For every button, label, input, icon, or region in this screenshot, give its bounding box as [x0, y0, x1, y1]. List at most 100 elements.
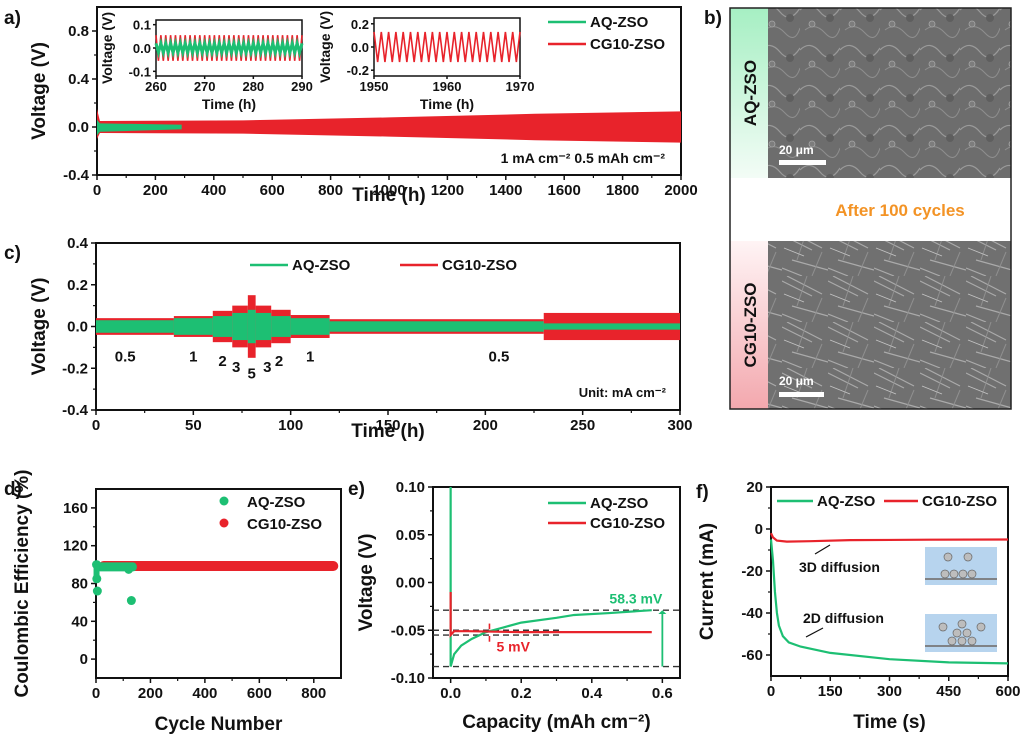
atom-icon	[938, 622, 948, 632]
panel-label-d: d)	[4, 479, 22, 500]
aq-zso-legend-label: AQ-ZSO	[292, 257, 351, 274]
x-tick-label: 300	[877, 683, 902, 700]
sem-image-cg10-zso	[768, 241, 1011, 409]
y-tick-label: 0.8	[68, 23, 89, 40]
aq-zso-segment	[96, 320, 174, 333]
x-tick-label: 0.2	[511, 685, 532, 702]
aq-zso-legend-label: AQ-ZSO	[817, 493, 876, 510]
sem-image-aq-zso	[768, 8, 1011, 178]
x-tick-label: 290	[291, 79, 313, 94]
x-tick-label: 1200	[431, 182, 464, 199]
y-tick-label: -0.4	[63, 167, 90, 184]
rate-label: 3	[263, 359, 271, 376]
y-tick-label: -20	[741, 563, 763, 580]
atom-icon	[957, 619, 967, 629]
x-tick-label: 1960	[433, 79, 462, 94]
y-tick-label: 20	[746, 479, 763, 496]
cg10-zso-legend-label: CG10-ZSO	[590, 515, 665, 532]
aq-zso-image-label: AQ-ZSO	[741, 60, 760, 126]
panel-c: c) 0 50 100 150 200 250 300 -0.4 -0.2 0.0 0.2 0.4 Tim…	[4, 235, 693, 442]
rate-label: 0.5	[489, 349, 510, 366]
y-tick-label: -60	[741, 647, 763, 664]
atom-icon	[967, 569, 977, 579]
cg10-zso-points	[98, 561, 339, 572]
x-tick-label: 0	[92, 685, 100, 702]
cg10-zso-image-label: CG10-ZSO	[741, 282, 760, 367]
arrow-2d-diffusion	[805, 627, 824, 638]
cg10-zso-band	[97, 109, 681, 143]
aq-zso-point	[92, 586, 102, 596]
x-tick-label: 0	[93, 182, 101, 199]
y-tick-label: 0.1	[133, 18, 151, 33]
aq-zso-legend-marker	[219, 496, 229, 506]
x-tick-label: 1600	[548, 182, 581, 199]
y-tick-label: 0.4	[68, 71, 90, 88]
atom-icon	[967, 636, 977, 646]
x-tick-label: 0.6	[652, 685, 673, 702]
panel-d: d) 0 200 400 600 800 0 40 80 120 160 Cycle Number Co…	[4, 469, 342, 735]
arrow-head-aq	[658, 610, 667, 615]
y-axis-title: Current (mA)	[697, 523, 718, 640]
x-tick-label: 1800	[606, 182, 639, 199]
rate-label: 0.5	[115, 349, 136, 366]
aq-zso-segment	[255, 312, 272, 341]
x-tick-label: 1000	[372, 182, 405, 199]
y-axis-title: Voltage (V)	[29, 278, 50, 376]
x-tick-label: 250	[570, 417, 595, 434]
aq-zso-segment	[173, 318, 213, 335]
x-axis-title: Capacity (mAh cm⁻²)	[462, 712, 650, 733]
atom-icon	[940, 569, 950, 579]
y-tick-label: 120	[63, 538, 88, 555]
aq-zso-legend-label: AQ-ZSO	[247, 494, 306, 511]
aq-zso-legend-label: AQ-ZSO	[590, 14, 649, 31]
inset-bg	[374, 18, 520, 76]
x-tick-label: 200	[138, 685, 163, 702]
aq-zso-inset-line	[154, 37, 304, 59]
x-tick-label: 0	[767, 683, 775, 700]
cg10-zso-inset-line	[373, 31, 521, 63]
aq-zso-segment	[232, 312, 248, 341]
panel-a: a) 0 200 400 600 800 1000 1200 1400 1600 1800 2000 -…	[4, 6, 698, 206]
y-tick-label: -0.2	[347, 63, 369, 78]
after-cycles-label: After 100 cycles	[835, 201, 964, 220]
rate-label: 5	[248, 365, 256, 382]
y-axis-title: Voltage (V)	[317, 11, 333, 83]
x-tick-label: 600	[260, 182, 285, 199]
schematic-2d-diffusion	[925, 614, 997, 652]
x-tick-label: 300	[667, 417, 692, 434]
atom-icon	[962, 628, 972, 638]
atom-icon	[958, 569, 968, 579]
x-tick-label: 400	[201, 182, 226, 199]
y-tick-label: 0.0	[351, 40, 369, 55]
aq-zso-segment	[329, 321, 544, 332]
x-axis-title: Time (h)	[352, 185, 426, 206]
x-tick-label: 450	[936, 683, 961, 700]
annotation-2d-diffusion: 2D diffusion	[803, 610, 884, 626]
panel-b-frame	[729, 7, 1012, 410]
y-tick-label: 0.0	[133, 41, 151, 56]
atom-icon	[963, 552, 973, 562]
x-tick-label: 0	[92, 417, 100, 434]
atom-icon	[943, 552, 953, 562]
cg10-zso-line	[449, 592, 652, 638]
aq-zso-band	[97, 119, 182, 136]
x-tick-label: 600	[247, 685, 272, 702]
y-tick-label: 0.0	[68, 119, 89, 136]
x-tick-label: 800	[301, 685, 326, 702]
atom-icon	[949, 569, 959, 579]
cg10-zso-legend-label: CG10-ZSO	[922, 493, 997, 510]
x-tick-label: 1970	[506, 79, 535, 94]
cg10-zso-color-strip	[730, 241, 768, 409]
x-axis-title: Time (h)	[202, 96, 256, 112]
atom-icon	[952, 628, 962, 638]
rate-label: 1	[306, 349, 314, 366]
x-tick-label: 150	[375, 417, 400, 434]
cg10-zso-legend-marker	[219, 518, 229, 528]
panel-e: e) 0.0 0.2 0.4 0.6 -0.10 -0.05 0.00 0.05 0.10 Capa…	[348, 479, 681, 733]
x-tick-label: 600	[995, 683, 1020, 700]
x-axis-title: Cycle Number	[155, 714, 283, 735]
x-tick-label: 0.0	[440, 685, 461, 702]
aq-zso-segment	[271, 316, 291, 337]
aq-zso-legend-label: AQ-ZSO	[590, 495, 649, 512]
